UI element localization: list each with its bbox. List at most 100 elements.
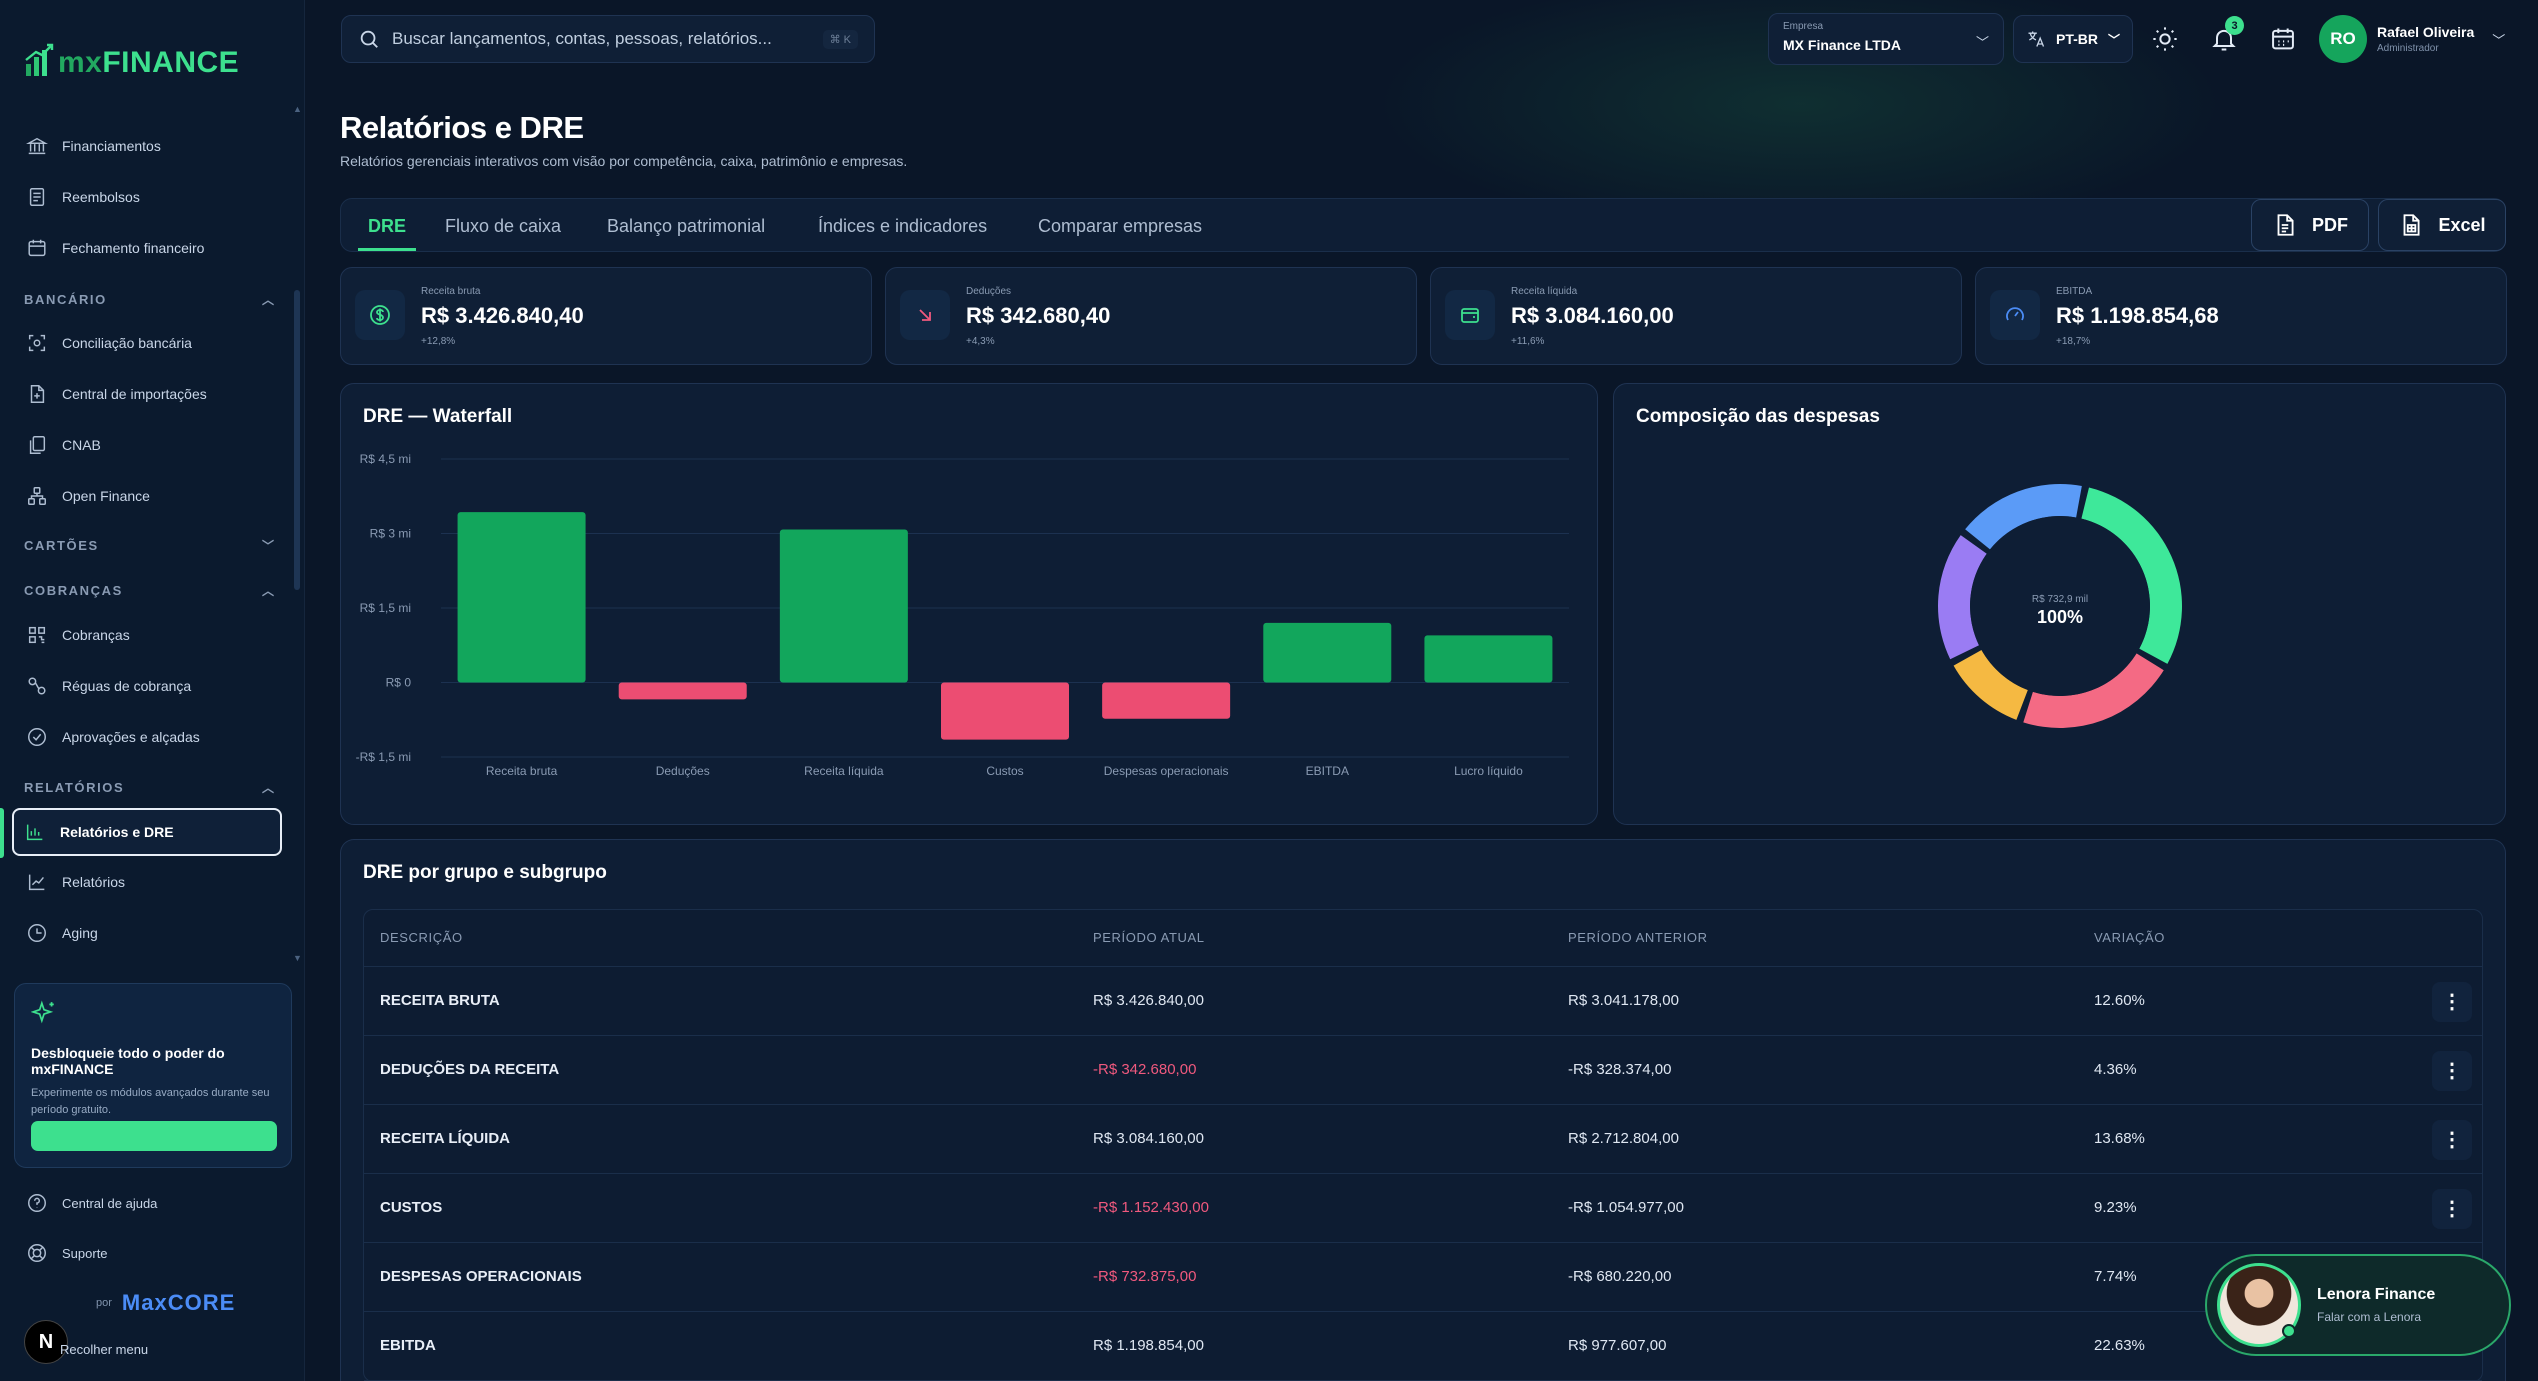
sidebar-item-fechamento[interactable]: Fechamento financeiro: [16, 228, 282, 268]
waterfall-bar[interactable]: [941, 682, 1069, 740]
assistant-chat-button[interactable]: Lenora Finance Falar com a Lenora: [2205, 1254, 2511, 1356]
promo-cta-button[interactable]: [31, 1121, 277, 1151]
column-header-periodo-atual[interactable]: PERÍODO ATUAL: [1093, 930, 1205, 945]
sun-icon: [2153, 27, 2177, 51]
global-search[interactable]: ⌘ K: [341, 15, 875, 63]
help-label: Central de ajuda: [62, 1195, 158, 1211]
language-selector[interactable]: PT-BR ﹀: [2013, 15, 2133, 63]
donut-slice[interactable]: [2023, 653, 2164, 728]
company-selector[interactable]: Empresa MX Finance LTDA ﹀: [1768, 13, 2004, 65]
cell-periodo-atual: -R$ 342.680,00: [1093, 1061, 1197, 1078]
column-header-variacao[interactable]: VARIAÇÃO: [2094, 930, 2166, 945]
calendar-icon: [2272, 28, 2294, 50]
waterfall-bar[interactable]: [1102, 682, 1231, 719]
logo-prefix: mx: [58, 46, 103, 79]
n-badge-icon[interactable]: N: [24, 1320, 68, 1364]
cell-variacao: 22.63%: [2094, 1337, 2145, 1354]
search-input[interactable]: [392, 29, 811, 49]
sidebar-item-relatorios-dre[interactable]: Relatórios e DRE: [12, 808, 282, 856]
section-cobrancas[interactable]: COBRANÇAS ︿: [24, 580, 274, 600]
export-excel-label: Excel: [2438, 214, 2486, 235]
theme-toggle-button[interactable]: [2143, 17, 2187, 61]
cell-descricao: EBITDA: [380, 1337, 436, 1354]
waterfall-bar[interactable]: [779, 529, 908, 683]
sidebar-item-financiamentos[interactable]: Financiamentos: [16, 126, 282, 166]
powered-by: por MaxCORE: [96, 1290, 235, 1316]
active-tab-underline: [358, 248, 416, 251]
powered-by-label: por: [96, 1297, 112, 1309]
kpi-ebitda[interactable]: EBITDA R$ 1.198.854,68 +18,7%: [1975, 267, 2507, 365]
sidebar-item-importacoes[interactable]: Central de importações: [16, 374, 282, 414]
table-row[interactable]: DEDUÇÕES DA RECEITA -R$ 342.680,00 -R$ 328…: [364, 1036, 2482, 1105]
row-actions-menu-icon[interactable]: ⋮: [2432, 1051, 2472, 1091]
assistant-subtitle: Falar com a Lenora: [2317, 1310, 2422, 1324]
section-bancario[interactable]: BANCÁRIO ︿: [24, 289, 274, 309]
tab-fluxo-de-caixa[interactable]: Fluxo de caixa: [445, 199, 561, 253]
column-header-descricao[interactable]: DESCRIÇÃO: [380, 930, 463, 945]
notifications-button[interactable]: 3: [2202, 16, 2246, 61]
sidebar-item-cnab[interactable]: CNAB: [16, 425, 282, 465]
sidebar-item-label: Fechamento financeiro: [62, 240, 205, 256]
tab-indices[interactable]: Índices e indicadores: [818, 199, 987, 253]
export-pdf-button[interactable]: PDF: [2251, 199, 2369, 251]
tab-balanco-patrimonial[interactable]: Balanço patrimonial: [607, 199, 765, 253]
lifebuoy-icon: [28, 1244, 46, 1262]
sidebar-item-aprovacoes[interactable]: Aprovações e alçadas: [16, 717, 282, 757]
cell-descricao: RECEITA LÍQUIDA: [380, 1130, 510, 1147]
waterfall-bar[interactable]: [618, 682, 747, 700]
tab-dre[interactable]: DRE: [368, 199, 406, 253]
cell-periodo-atual: R$ 3.426.840,00: [1093, 992, 1204, 1009]
section-cartoes[interactable]: CARTÕES ﹀: [24, 535, 274, 555]
row-actions-menu-icon[interactable]: ⋮: [2432, 1189, 2472, 1229]
user-menu[interactable]: RO Rafael Oliveira Administrador ﹀: [2319, 10, 2519, 68]
table-row[interactable]: RECEITA BRUTA R$ 3.426.840,00 R$ 3.041.178…: [364, 967, 2482, 1036]
collapse-menu-button[interactable]: Recolher menu: [60, 1342, 149, 1357]
kpi-label: EBITDA: [2056, 286, 2093, 297]
sidebar-item-reguas[interactable]: Réguas de cobrança: [16, 666, 282, 706]
calendar-button[interactable]: [2261, 17, 2305, 61]
donut-slice[interactable]: [2081, 487, 2182, 664]
sidebar-item-reembolsos[interactable]: Reembolsos: [16, 177, 282, 217]
promo-title: Desbloqueie todo o poder do mxFINANCE: [31, 1045, 225, 1078]
cell-periodo-atual: -R$ 732.875,00: [1093, 1268, 1197, 1285]
waterfall-bar[interactable]: [457, 512, 586, 683]
sidebar-item-label: Aprovações e alçadas: [62, 729, 200, 745]
waterfall-bar[interactable]: [1424, 635, 1553, 683]
sidebar-item-aging[interactable]: Aging: [16, 913, 282, 953]
upgrade-promo-card: Desbloqueie todo o poder do mxFINANCE Ex…: [14, 983, 292, 1168]
sidebar-item-open-finance[interactable]: Open Finance: [16, 476, 282, 516]
section-relatorios[interactable]: RELATÓRIOS ︿: [24, 777, 274, 797]
sidebar-item-cobrancas[interactable]: Cobranças: [16, 615, 282, 655]
table-row[interactable]: DESPESAS OPERACIONAIS -R$ 732.875,00 -R$ 6…: [364, 1243, 2482, 1312]
tab-comparar-empresas[interactable]: Comparar empresas: [1038, 199, 1202, 253]
table-row[interactable]: CUSTOS -R$ 1.152.430,00 -R$ 1.054.977,00 9.…: [364, 1174, 2482, 1243]
table-row[interactable]: EBITDA R$ 1.198.854,00 R$ 977.607,00 22.63%: [364, 1312, 2482, 1381]
donut-slice[interactable]: [1938, 535, 1987, 660]
sidebar-item-conciliacao[interactable]: Conciliação bancária: [16, 323, 282, 363]
bank-icon: [26, 137, 48, 155]
row-actions-menu-icon[interactable]: ⋮: [2432, 1120, 2472, 1160]
row-actions-menu-icon[interactable]: ⋮: [2432, 982, 2472, 1022]
column-header-periodo-anterior[interactable]: PERÍODO ANTERIOR: [1568, 930, 1708, 945]
scroll-up-icon[interactable]: ▲: [293, 104, 302, 114]
help-center-link[interactable]: Central de ajuda: [16, 1185, 157, 1221]
promo-subtitle: Experimente os módulos avançados durante…: [31, 1087, 270, 1116]
kpi-value: R$ 342.680,40: [966, 303, 1111, 328]
x-tick-label: Lucro líquido: [1454, 764, 1523, 778]
donut-slice[interactable]: [1965, 484, 2082, 550]
export-excel-button[interactable]: Excel: [2378, 199, 2506, 251]
kpi-deducoes[interactable]: Deduções R$ 342.680,40 +4,3%: [885, 267, 1417, 365]
donut-chart-title: Composição das despesas: [1636, 406, 1880, 427]
scroll-down-icon[interactable]: ▼: [293, 953, 302, 963]
y-tick-label: R$ 0: [386, 676, 412, 690]
waterfall-bar[interactable]: [1263, 622, 1392, 683]
support-link[interactable]: Suporte: [16, 1235, 108, 1271]
table-row[interactable]: RECEITA LÍQUIDA R$ 3.084.160,00 R$ 2.712.8…: [364, 1105, 2482, 1174]
sidebar-item-relatorios[interactable]: Relatórios: [16, 862, 282, 902]
kpi-receita-bruta[interactable]: Receita bruta R$ 3.426.840,40 +12,8%: [340, 267, 872, 365]
donut-slice[interactable]: [1953, 650, 2028, 720]
app-logo[interactable]: mxFINANCE: [24, 34, 239, 78]
kpi-receita-liquida[interactable]: Receita líquida R$ 3.084.160,00 +11,6%: [1430, 267, 1962, 365]
sidebar-scroll-thumb[interactable]: [294, 290, 300, 590]
x-tick-label: EBITDA: [1306, 764, 1349, 778]
